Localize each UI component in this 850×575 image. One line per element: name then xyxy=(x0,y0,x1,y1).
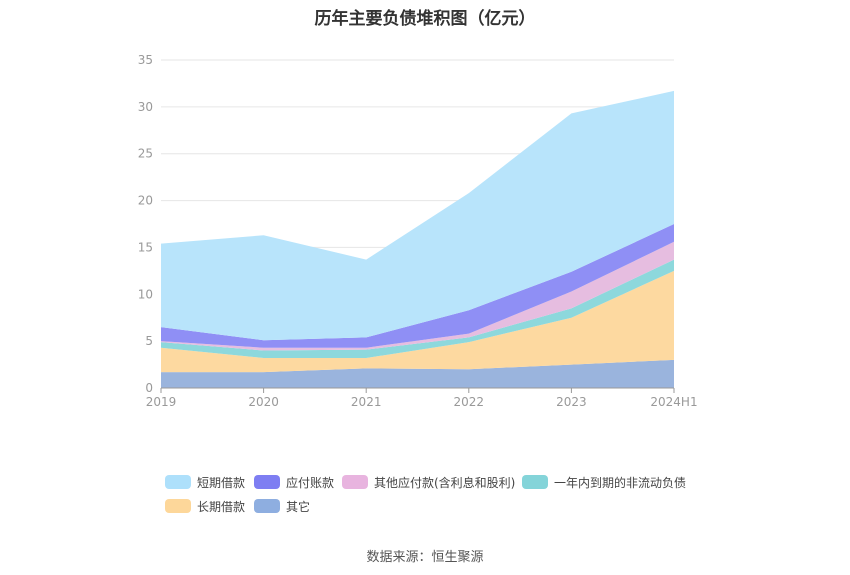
legend-label: 其它 xyxy=(286,499,311,514)
legend-item-other-payables[interactable]: 其他应付款(含利息和股利) xyxy=(342,473,515,491)
legend-label: 长期借款 xyxy=(197,499,246,514)
y-tick-label: 20 xyxy=(138,194,153,208)
legend-swatch xyxy=(254,475,280,489)
y-tick-label: 5 xyxy=(145,334,153,348)
legend-item-other[interactable]: 其它 xyxy=(254,497,310,515)
x-tick-label: 2021 xyxy=(351,395,382,409)
legend-label: 短期借款 xyxy=(197,475,246,490)
area-series xyxy=(161,259,674,359)
legend-item-short-term-loans[interactable]: 短期借款 xyxy=(165,473,245,491)
legend-item-accounts-payable[interactable]: 应付账款 xyxy=(254,473,334,491)
y-tick-label: 10 xyxy=(138,287,153,301)
area-series xyxy=(161,241,674,351)
legend-item-current-noncurrent-liabilities[interactable]: 一年内到期的非流动负债 xyxy=(522,473,686,491)
chart-title: 历年主要负债堆积图（亿元） xyxy=(314,9,536,29)
y-tick-label: 0 xyxy=(145,381,153,395)
legend-swatch xyxy=(165,475,191,489)
legend-swatch xyxy=(522,475,548,489)
y-tick-label: 35 xyxy=(138,53,153,67)
area-series xyxy=(161,90,674,341)
area-series xyxy=(161,359,674,388)
x-tick-label: 2022 xyxy=(454,395,485,409)
x-tick-label: 2020 xyxy=(248,395,279,409)
x-tick-label: 2019 xyxy=(146,395,177,409)
legend-swatch xyxy=(254,499,280,513)
legend-item-long-term-loans[interactable]: 长期借款 xyxy=(165,497,245,515)
x-tick-label: 2023 xyxy=(556,395,587,409)
legend-label: 其他应付款(含利息和股利) xyxy=(374,475,516,490)
y-tick-label: 15 xyxy=(138,240,153,254)
x-tick-label: 2024H1 xyxy=(650,395,697,409)
area-series xyxy=(161,224,674,348)
legend-swatch xyxy=(165,499,191,513)
stacked-area-chart: 0 5 10 15 20 25 30 35 2019 2020 2021 2022 2023 2024H1 xyxy=(138,53,698,409)
legend-label: 应付账款 xyxy=(286,475,335,490)
data-source: 数据来源：恒生聚源 xyxy=(366,550,484,565)
area-series xyxy=(161,270,674,373)
y-tick-label: 30 xyxy=(138,100,153,114)
y-tick-label: 25 xyxy=(138,147,153,161)
legend-label: 一年内到期的非流动负债 xyxy=(554,475,687,490)
legend-swatch xyxy=(342,475,368,489)
